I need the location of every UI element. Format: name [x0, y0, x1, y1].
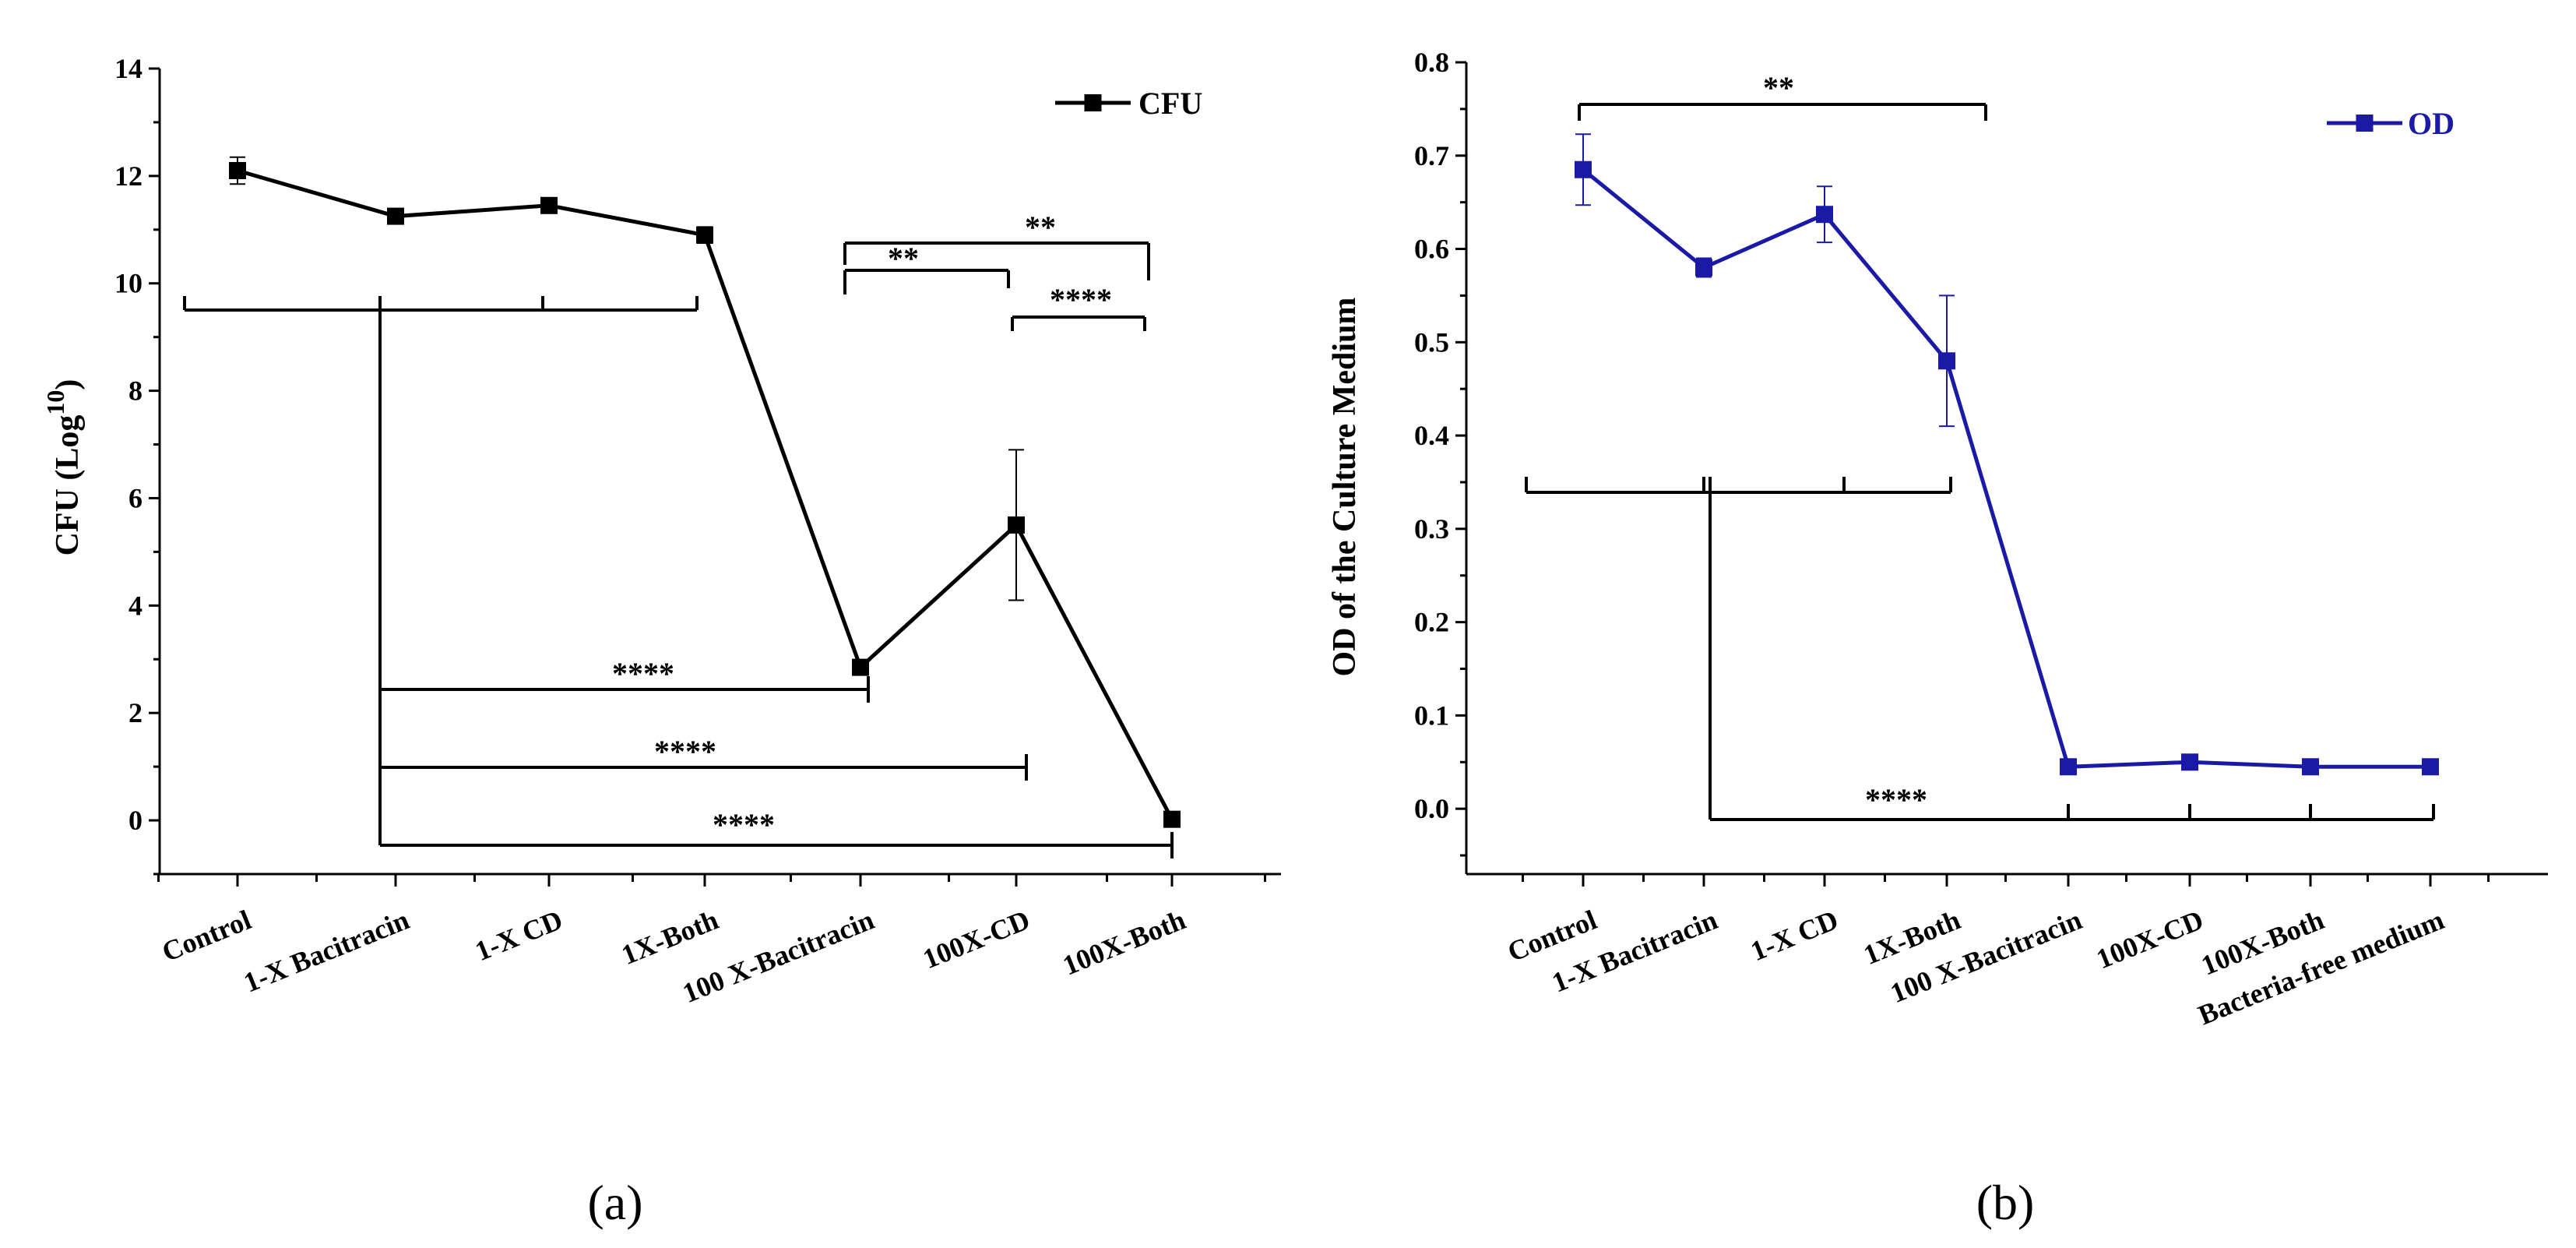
data-point	[1816, 206, 1833, 224]
y-axis-title-text: OD of the Culture Medium	[1327, 298, 1363, 677]
y-tick-label: 8	[128, 375, 143, 407]
data-point	[1938, 352, 1955, 370]
data-point	[1163, 810, 1181, 828]
x-category-label: 1-X CD	[471, 904, 567, 967]
legend-marker	[1084, 94, 1102, 111]
legend-label: CFU	[1138, 86, 1202, 121]
y-tick-label: 0.6	[1414, 234, 1449, 265]
y-tick-label: 0.1	[1414, 700, 1449, 731]
data-point	[2181, 753, 2198, 771]
y-axis-title: CFU (Log10)	[41, 379, 86, 556]
y-tick-label: 0.4	[1414, 420, 1449, 451]
x-category-label: 100X-CD	[919, 904, 1034, 975]
data-point	[387, 207, 404, 225]
x-category-label: 1X-Both	[617, 904, 723, 971]
significance-stars: ****	[1865, 782, 1927, 817]
data-point	[1575, 160, 1592, 178]
significance-stars: ****	[654, 734, 716, 769]
data-point	[540, 196, 558, 214]
y-tick-label: 6	[128, 482, 143, 513]
data-point	[852, 658, 869, 676]
data-point	[696, 226, 713, 244]
y-tick-label: 14	[114, 53, 143, 84]
y-tick-label: 12	[114, 160, 143, 192]
data-point	[2422, 758, 2439, 776]
y-axis-title-text: CFU (Log	[50, 415, 86, 556]
y-tick-label: 0.2	[1414, 607, 1449, 638]
x-category-label: 100X-Both	[1058, 904, 1190, 981]
y-axis-title-superscript: 10	[41, 390, 69, 415]
significance-stars: ****	[612, 656, 674, 691]
y-tick-label: 4	[128, 590, 143, 621]
x-category-label: 1-X Bacitracin	[239, 904, 413, 998]
data-point	[1008, 516, 1025, 534]
series-line	[237, 168, 1174, 820]
legend-marker	[2356, 115, 2374, 132]
y-tick-label: 0.7	[1414, 140, 1449, 171]
x-category-label: 1-X CD	[1747, 904, 1842, 967]
significance-stars: **	[1025, 210, 1056, 245]
x-category-label: 100X-CD	[2092, 904, 2208, 975]
panel-label: (b)	[1976, 1175, 2035, 1230]
y-tick-label: 0.8	[1414, 47, 1449, 78]
data-point	[2302, 758, 2319, 776]
y-tick-label: 10	[114, 268, 143, 299]
y-axis-title-close: )	[50, 379, 86, 390]
series-line	[1582, 167, 2430, 769]
y-tick-label: 0.3	[1414, 513, 1449, 545]
y-tick-label: 0	[128, 805, 143, 836]
legend-label: OD	[2408, 106, 2455, 141]
significance-stars: ****	[713, 807, 775, 842]
x-category-label: Control	[157, 904, 255, 968]
panel-label: (a)	[587, 1175, 642, 1230]
significance-stars: ****	[1050, 282, 1112, 317]
data-point	[2060, 758, 2077, 776]
y-tick-label: 0.5	[1414, 326, 1449, 358]
significance-stars: **	[888, 241, 919, 276]
y-axis-title: OD of the Culture Medium	[1327, 298, 1363, 677]
data-point	[229, 161, 246, 179]
y-tick-label: 2	[128, 697, 143, 728]
significance-stars: **	[1763, 70, 1794, 105]
data-point	[1695, 259, 1712, 277]
y-tick-label: 0.0	[1414, 793, 1449, 824]
